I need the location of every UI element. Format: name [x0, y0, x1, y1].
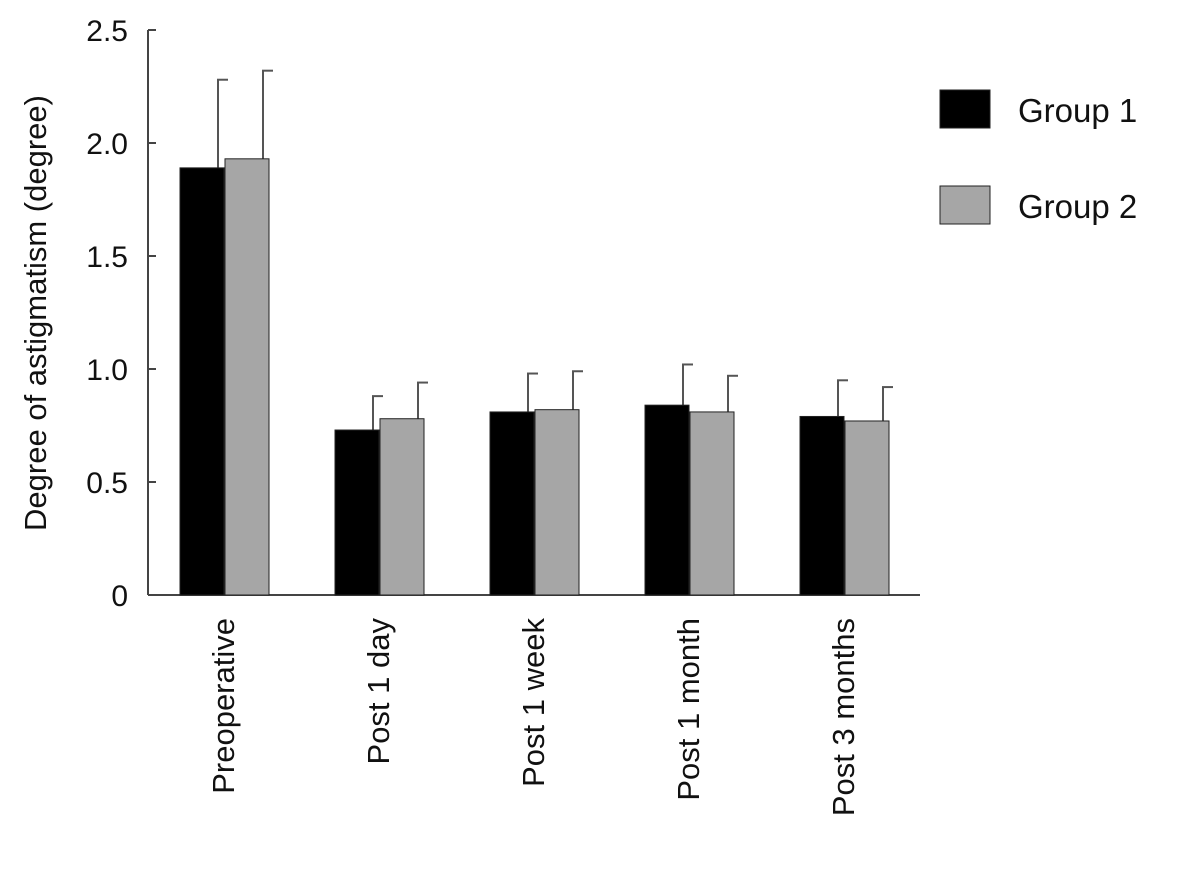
x-tick-label: Post 1 week: [516, 618, 551, 787]
bar-2-2: [379, 418, 425, 596]
bar-1-4: [644, 404, 690, 596]
x-tick-label: Post 1 month: [671, 618, 706, 801]
legend-label: Group 2: [1018, 188, 1137, 225]
bar-1-2: [334, 429, 380, 596]
category-labels: Preoperative Post 1 day Post 1 week Post 1 …: [206, 618, 861, 817]
y-tick-label: 0.5: [86, 467, 128, 500]
y-tick-label: 0: [111, 580, 128, 613]
x-tick-label: Preoperative: [206, 618, 241, 794]
bar-2-3: [534, 409, 580, 596]
bar-2-4: [689, 411, 735, 596]
legend-swatch: [939, 185, 991, 225]
y-tick-label: 1.5: [86, 241, 128, 274]
bar-2-5: [844, 420, 890, 596]
y-tick-label: 1.0: [86, 354, 128, 387]
legend: Group 1 Group 2: [939, 89, 1137, 225]
bar-1-5: [799, 415, 845, 596]
bar-2-1: [224, 158, 270, 596]
x-tick-label: Post 1 day: [361, 618, 396, 765]
error-bars: [217, 69, 893, 431]
y-tick-label: 2.0: [86, 128, 128, 161]
y-axis: 0 0.5 1.0 1.5 2.0 2.5: [86, 15, 156, 613]
y-tick-label: 2.5: [86, 15, 128, 48]
legend-swatch: [939, 89, 991, 129]
bar-1-3: [489, 411, 535, 596]
x-tick-label: Post 3 months: [826, 618, 861, 816]
legend-label: Group 1: [1018, 92, 1137, 129]
bar-1-1: [179, 167, 225, 596]
bars: [179, 158, 890, 596]
y-axis-title: Degree of astigmatism (degree): [18, 95, 53, 531]
